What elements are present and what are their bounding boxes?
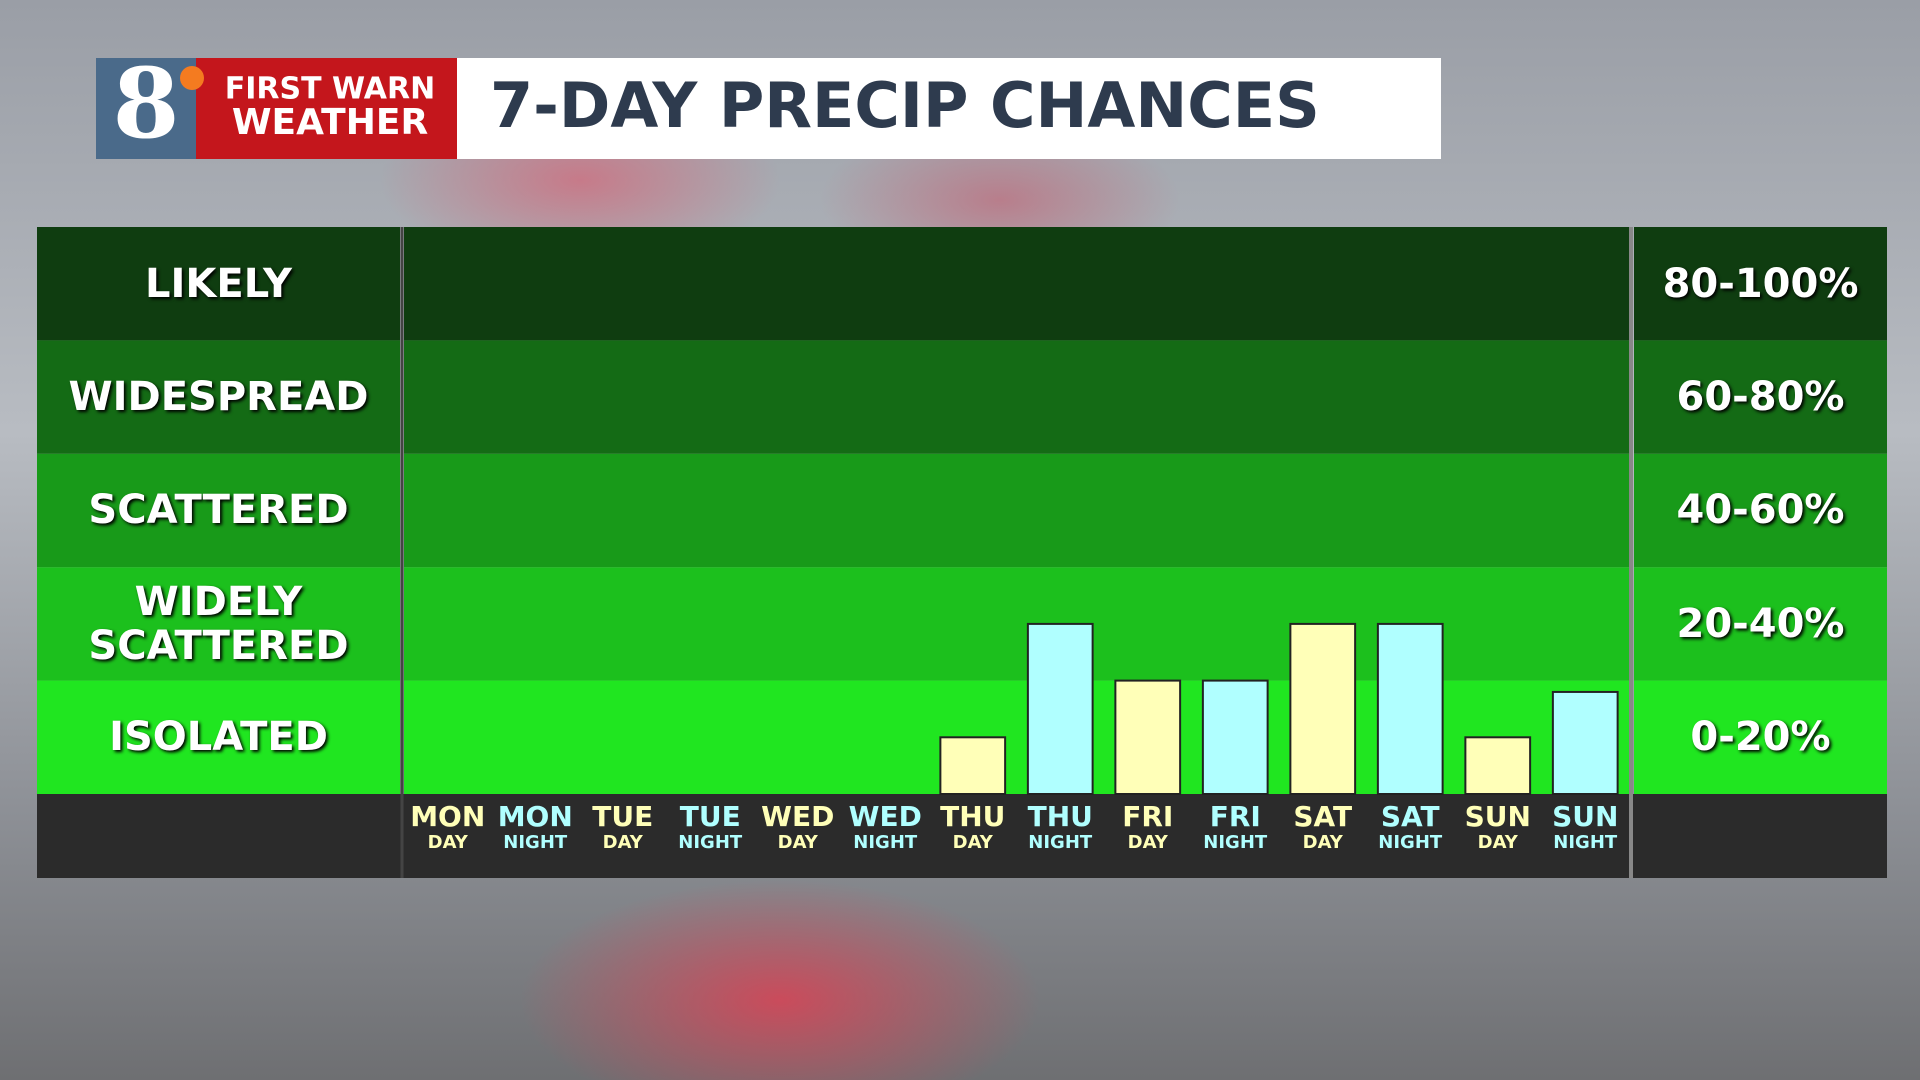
bar [939,736,1007,795]
bar [1376,622,1444,796]
bar [1201,679,1269,795]
band-right [1634,680,1887,794]
logo-play [180,66,204,90]
day-name: FRI [1209,800,1261,833]
day-part: NIGHT [1028,832,1093,853]
logo-line1: FIRST WARN [225,72,435,107]
band-left [37,453,400,568]
category-label: SUN DAY [1454,802,1542,854]
title-box [457,58,1441,159]
day-part: NIGHT [1553,832,1618,853]
band-plot [404,340,1629,454]
day-name: SUN [1552,800,1619,833]
category-label: SUN NIGHT [1542,802,1630,854]
day-name: SUN [1464,800,1531,833]
band-range: 0-20% [1690,714,1831,761]
band-right [1634,567,1887,681]
band-left [37,680,400,794]
category-label: FRI NIGHT [1192,802,1280,854]
bar [1289,622,1357,796]
logo-number: 8 [113,47,180,160]
category-label: WED DAY [754,802,842,854]
bar [1114,679,1182,795]
band-right [1634,340,1887,454]
category-label: TUE DAY [579,802,667,854]
band-range: 60-80% [1676,374,1845,421]
chart-title: 7-DAY PRECIP CHANCES [490,69,1320,142]
day-name: THU [940,800,1006,833]
band-plot [404,567,1629,681]
band-range: 80-100% [1662,260,1859,307]
band-label: SCATTERED [88,487,349,534]
day-name: MON [497,800,573,833]
day-part: DAY [952,832,993,853]
day-name: WED [761,800,835,833]
day-part: DAY [602,832,643,853]
category-label: FRI DAY [1104,802,1192,854]
category-label: WED NIGHT [842,802,930,854]
day-name: SAT [1293,800,1353,833]
category-label: THU NIGHT [1017,802,1105,854]
category-label: MON DAY [404,802,492,854]
day-part: DAY [1477,832,1518,853]
day-name: TUE [592,800,654,833]
band-label: WIDESPREAD [68,374,369,421]
band-left [37,567,400,681]
bar [1026,622,1094,796]
band-range: 40-60% [1676,487,1845,534]
day-name: WED [848,800,922,833]
category-row [37,794,1887,878]
day-part: NIGHT [503,832,568,853]
day-name: THU [1027,800,1093,833]
category-label: TUE NIGHT [667,802,755,854]
band-label: LIKELY [145,260,292,307]
category-label: MON NIGHT [492,802,580,854]
bar [1551,690,1619,795]
day-part: DAY [1302,832,1343,853]
band-plot [404,453,1629,568]
band-label: ISOLATED [109,714,328,761]
category-label: SAT DAY [1279,802,1367,854]
day-name: MON [410,800,486,833]
day-part: DAY [777,832,818,853]
day-part: NIGHT [853,832,918,853]
day-part: NIGHT [1203,832,1268,853]
logo-wave [96,58,196,159]
band-plot [404,680,1629,794]
day-name: SAT [1380,800,1440,833]
band-range: 20-40% [1676,600,1845,647]
band-right [1634,453,1887,568]
band-label: WIDELY SCATTERED [88,578,349,669]
day-part: NIGHT [1378,832,1443,853]
band-left [37,227,400,341]
bar [1464,736,1532,795]
day-name: TUE [679,800,741,833]
band-right [1634,227,1887,341]
band-left [37,340,400,454]
day-part: NIGHT [678,832,743,853]
band-plot [404,227,1629,341]
day-name: FRI [1122,800,1174,833]
category-label: SAT NIGHT [1367,802,1455,854]
logo-line2: WEATHER [232,102,428,143]
day-part: DAY [427,832,468,853]
category-label: THU DAY [929,802,1017,854]
day-part: DAY [1127,832,1168,853]
